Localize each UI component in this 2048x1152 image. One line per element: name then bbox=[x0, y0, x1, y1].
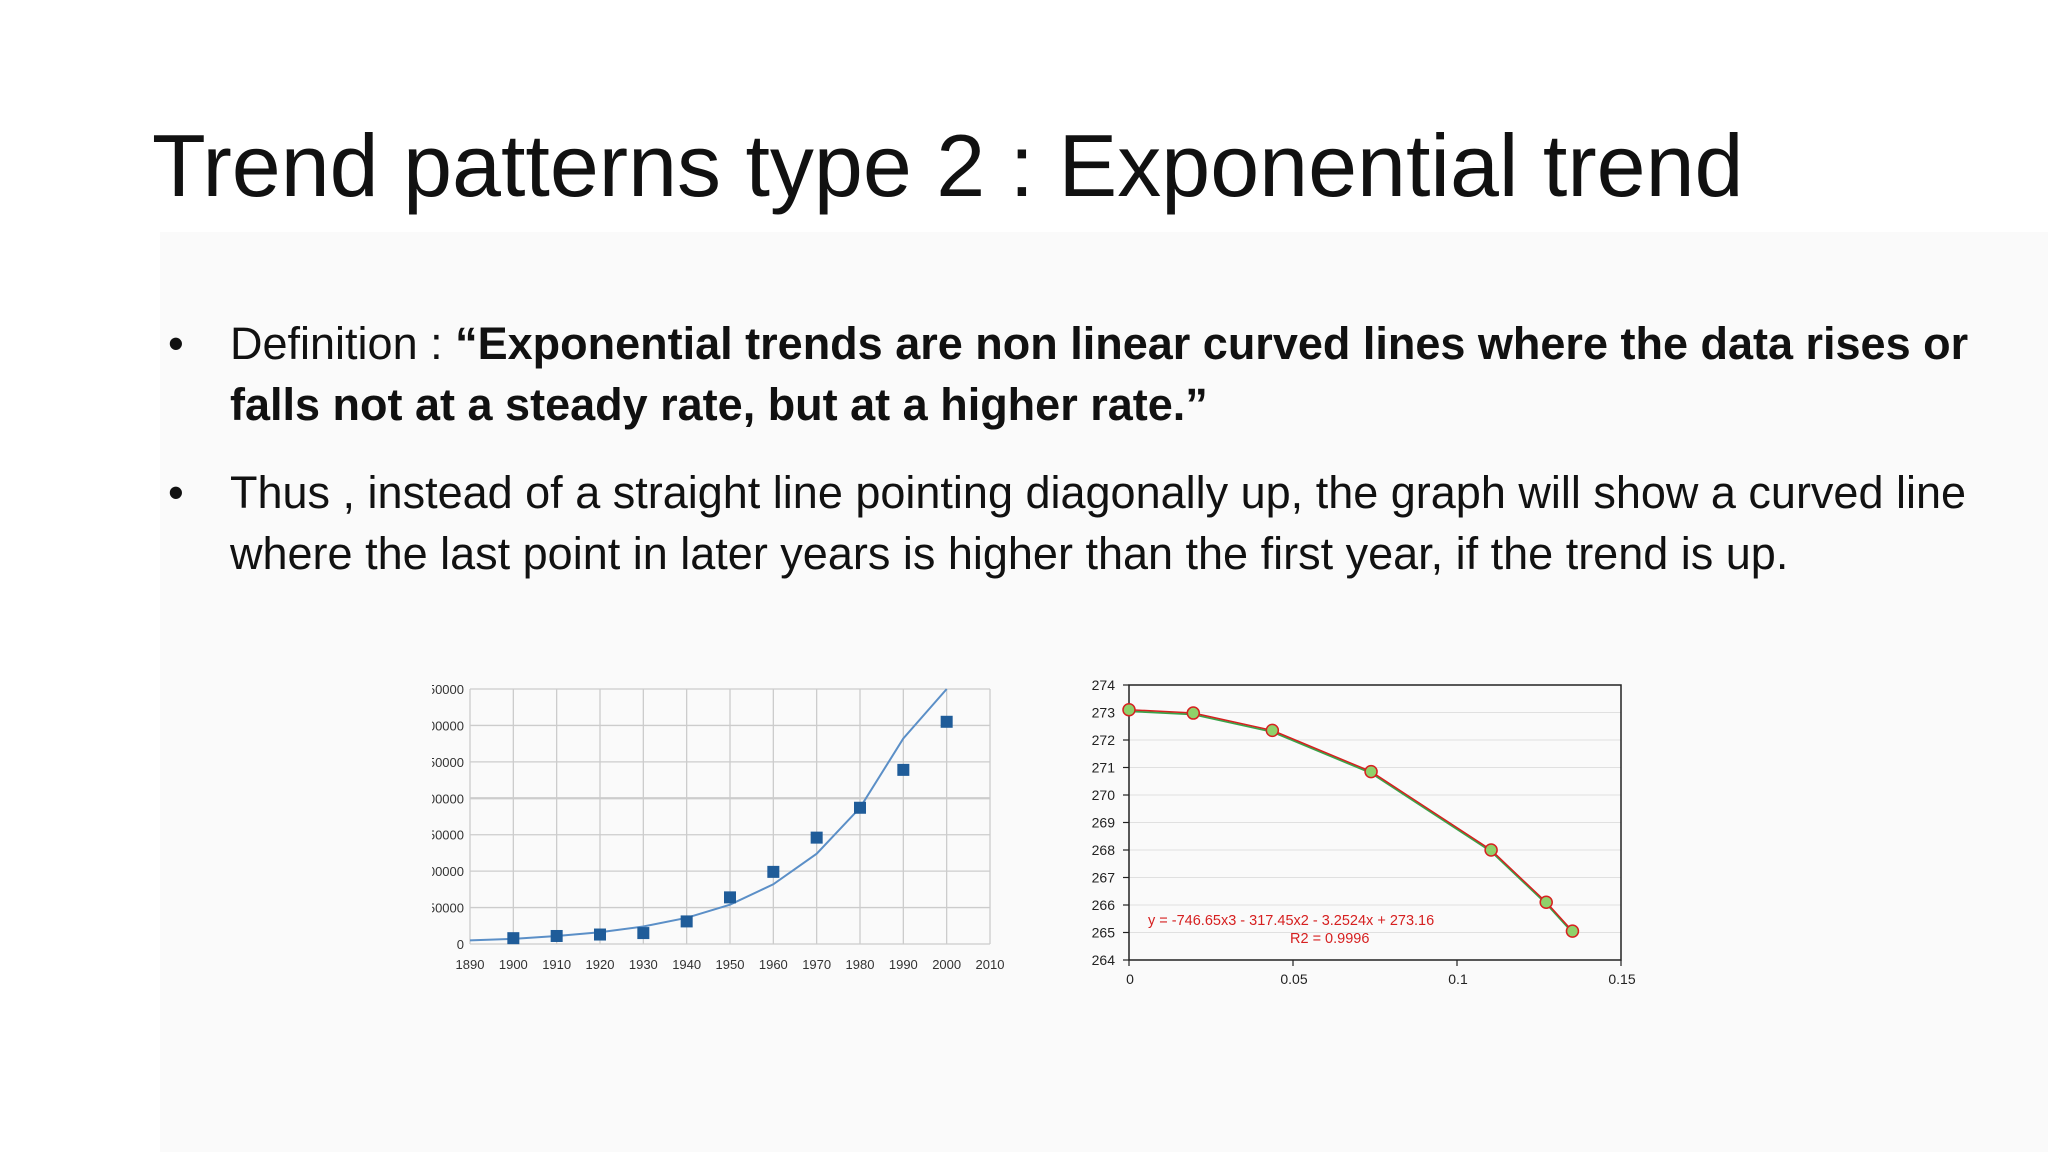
x-tick-label: 1910 bbox=[542, 957, 571, 972]
polynomial-decline-chart: 264 265 266 267 268 269 270 271 272 273 274 0 0.05 0.… bbox=[1068, 670, 1648, 990]
y-tick-label: 50000 bbox=[432, 901, 464, 916]
x-tick-label: 1940 bbox=[672, 957, 701, 972]
x-tick-label: 2010 bbox=[976, 957, 1005, 972]
plot-frame bbox=[1128, 684, 1622, 961]
x-tick-label: 1900 bbox=[499, 957, 528, 972]
equation-annotation: y = -746.65x3 - 317.45x2 - 3.2524x + 273… bbox=[1148, 913, 1434, 929]
y-tick-label: 350000 bbox=[432, 682, 464, 697]
y-tick-label: 265 bbox=[1092, 925, 1116, 941]
exponential-trendline bbox=[469, 688, 948, 942]
definition-text: “Exponential trends are non linear curve… bbox=[230, 318, 1969, 430]
x-tick-label: 1980 bbox=[846, 957, 875, 972]
explanation-text: Thus , instead of a straight line pointi… bbox=[230, 467, 1967, 579]
y-tick-label: 268 bbox=[1092, 842, 1116, 858]
y-tick-label: 270 bbox=[1092, 787, 1116, 803]
y-tick-label: 273 bbox=[1092, 705, 1116, 721]
y-tick-label: 266 bbox=[1092, 897, 1116, 913]
data-point bbox=[1186, 706, 1201, 720]
bullet-marker: • bbox=[168, 318, 184, 369]
data-point bbox=[680, 915, 693, 928]
y-tick-label: 267 bbox=[1092, 870, 1116, 886]
data-point bbox=[1484, 843, 1498, 857]
x-tick-label: 1890 bbox=[456, 957, 485, 972]
r-squared-annotation: R2 = 0.9996 bbox=[1290, 931, 1369, 947]
data-point bbox=[897, 763, 910, 776]
x-tick-label: 1920 bbox=[586, 957, 615, 972]
x-tick-label: 1970 bbox=[802, 957, 831, 972]
y-tick-label: 271 bbox=[1092, 760, 1116, 776]
exponential-growth-chart: 1890 1900 1910 1920 1930 1940 1950 1960 1970 1980… bbox=[432, 672, 1012, 982]
x-tick-label: 0.05 bbox=[1280, 971, 1307, 987]
data-point bbox=[1364, 764, 1378, 779]
data-line bbox=[1128, 708, 1574, 932]
bullet-list: • Definition : “Exponential trends are n… bbox=[168, 313, 1998, 584]
x-tick-label: 1950 bbox=[716, 957, 745, 972]
slide-background bbox=[160, 232, 2048, 1152]
definition-prefix: Definition : bbox=[230, 318, 456, 369]
data-point bbox=[1565, 924, 1580, 938]
bullet-explanation: • Thus , instead of a straight line poin… bbox=[168, 462, 1998, 584]
data-point bbox=[594, 928, 606, 941]
data-point bbox=[1539, 895, 1553, 909]
data-point bbox=[767, 865, 780, 878]
data-point bbox=[550, 929, 563, 942]
x-tick-label: 0.15 bbox=[1608, 971, 1635, 987]
data-point bbox=[1265, 723, 1280, 738]
x-tick-label: 0.1 bbox=[1448, 971, 1468, 987]
data-point bbox=[1122, 703, 1136, 717]
x-tick-label: 1990 bbox=[889, 957, 918, 972]
data-point bbox=[507, 932, 520, 945]
y-tick-label: 300000 bbox=[432, 718, 464, 733]
polynomial-decline-chart-svg: 264 265 266 267 268 269 270 271 272 273 274 0 0.05 0.… bbox=[1092, 677, 1636, 987]
y-tick-label: 274 bbox=[1092, 677, 1116, 693]
data-point bbox=[940, 715, 953, 728]
bullet-marker: • bbox=[168, 467, 184, 518]
data-point bbox=[724, 891, 736, 904]
x-tick-label: 1930 bbox=[629, 957, 658, 972]
y-tick-label: 150000 bbox=[432, 828, 464, 843]
y-tick-label: 0 bbox=[457, 937, 464, 952]
bullet-definition: • Definition : “Exponential trends are n… bbox=[168, 313, 1998, 435]
y-tick-label: 269 bbox=[1092, 815, 1116, 831]
fit-line bbox=[1128, 710, 1574, 934]
x-tick-label: 1960 bbox=[759, 957, 788, 972]
x-tick-label: 0 bbox=[1126, 971, 1134, 987]
y-tick-label: 250000 bbox=[432, 755, 464, 770]
data-point bbox=[637, 927, 650, 940]
exponential-growth-chart-svg: 1890 1900 1910 1920 1930 1940 1950 1960 1970 1980… bbox=[432, 682, 1005, 972]
y-tick-label: 200000 bbox=[432, 791, 464, 806]
x-tick-label: 2000 bbox=[932, 957, 961, 972]
y-tick-label: 264 bbox=[1092, 952, 1116, 968]
data-point bbox=[854, 801, 866, 814]
slide-title: Trend patterns type 2 : Exponential tren… bbox=[152, 116, 1744, 215]
y-tick-label: 272 bbox=[1092, 732, 1116, 748]
data-point bbox=[810, 831, 823, 844]
